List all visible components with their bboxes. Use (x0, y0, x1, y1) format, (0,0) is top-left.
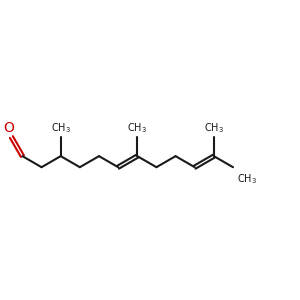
Text: O: O (4, 121, 14, 135)
Text: CH$_3$: CH$_3$ (237, 172, 257, 186)
Text: CH$_3$: CH$_3$ (127, 122, 147, 136)
Text: CH$_3$: CH$_3$ (51, 122, 71, 136)
Text: CH$_3$: CH$_3$ (204, 122, 224, 136)
